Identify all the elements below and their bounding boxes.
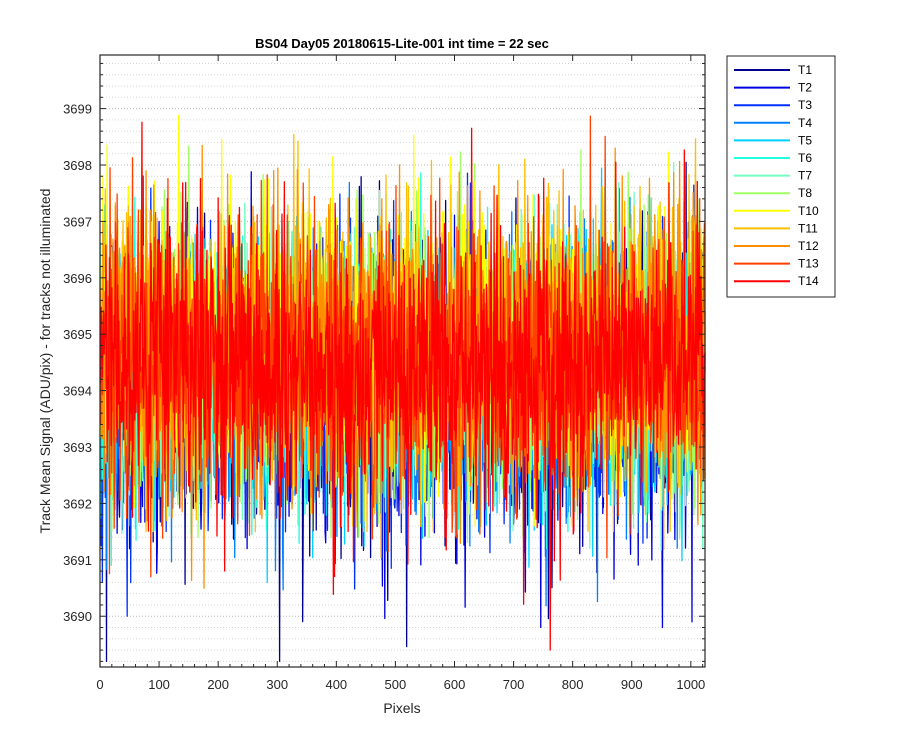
y-tick-label: 3690: [63, 609, 92, 624]
y-axis-title: Track Mean Signal (ADU/pix) - for tracks…: [37, 189, 53, 534]
y-tick-label: 3692: [63, 496, 92, 511]
legend-label-t5: T5: [798, 133, 812, 147]
y-tick-label: 3697: [63, 214, 92, 229]
y-axis: 3690 3691 3692 3693 3694 3695 3696 3697 3698 3699: [63, 62, 705, 662]
legend-label-t3: T3: [798, 98, 812, 112]
chart-title: BS04 Day05 20180615-Lite-001 int time = …: [255, 36, 549, 51]
y-tick-label: 3695: [63, 327, 92, 342]
x-tick-label: 800: [562, 677, 584, 692]
legend: T1 T2 T3 T4 T5 T6 T7 T8 T10 T11 T12 T13 T14: [726, 55, 836, 298]
legend-label-t1: T1: [798, 63, 812, 77]
x-tick-label: 1000: [676, 677, 705, 692]
x-tick-label: 0: [96, 677, 103, 692]
legend-label-t14: T14: [798, 274, 819, 288]
x-tick-label: 200: [207, 677, 229, 692]
x-tick-label: 300: [266, 677, 288, 692]
y-tick-label: 3691: [63, 553, 92, 568]
x-tick-label: 100: [148, 677, 170, 692]
x-tick-label: 400: [325, 677, 347, 692]
x-tick-label: 700: [503, 677, 525, 692]
legend-label-t4: T4: [798, 116, 812, 130]
legend-label-t10: T10: [798, 204, 819, 218]
legend-label-t2: T2: [798, 81, 812, 95]
x-tick-label: 500: [385, 677, 407, 692]
y-tick-label: 3696: [63, 271, 92, 286]
y-tick-label: 3699: [63, 102, 92, 117]
legend-label-t11: T11: [798, 221, 818, 235]
y-tick-label: 3698: [63, 158, 92, 173]
y-tick-label: 3694: [63, 384, 92, 399]
plot-frame: [99, 54, 706, 668]
series-lines: [99, 114, 706, 663]
legend-label-t12: T12: [798, 239, 819, 253]
legend-label-t6: T6: [798, 151, 812, 165]
x-tick-label: 600: [444, 677, 466, 692]
series-line-t14: [99, 121, 706, 651]
x-axis-title: Pixels: [383, 700, 420, 716]
legend-label-t8: T8: [798, 186, 812, 200]
legend-label-t7: T7: [798, 169, 812, 183]
y-tick-label: 3693: [63, 440, 92, 455]
legend-label-t13: T13: [798, 257, 819, 271]
x-tick-label: 900: [621, 677, 643, 692]
x-axis: 0 100 200 300 400 500 600 700 800 900 1000: [96, 55, 705, 692]
